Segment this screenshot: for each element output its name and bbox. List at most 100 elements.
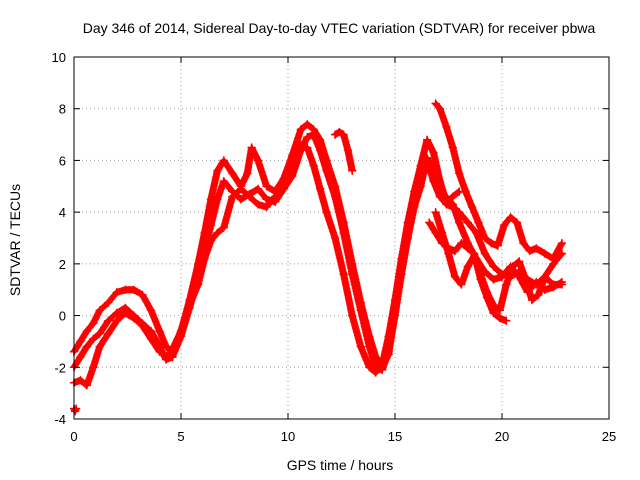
chart-title: Day 346 of 2014, Sidereal Day-to-day VTE… [83, 20, 596, 36]
y-tick-label: 2 [59, 257, 66, 272]
series-markers [431, 99, 566, 263]
plot-frame [73, 56, 610, 420]
y-tick-label: -2 [54, 360, 66, 375]
data-point [270, 192, 280, 201]
data-point [525, 246, 535, 256]
data-point [519, 238, 528, 248]
data-point [121, 285, 130, 294]
data-point [247, 143, 256, 152]
data-point [89, 363, 98, 372]
data-point [347, 311, 357, 320]
data-point [103, 298, 113, 307]
data-point [448, 143, 458, 152]
data-point [262, 202, 271, 212]
data-point [495, 313, 505, 323]
data-point [138, 290, 147, 300]
data-point [531, 244, 541, 253]
data-point [450, 246, 460, 256]
data-point [557, 277, 567, 287]
data-point [228, 169, 237, 178]
data-point [463, 218, 473, 227]
data-point [403, 218, 413, 227]
data-point [499, 220, 509, 230]
data-point [262, 182, 271, 191]
data-point [213, 194, 222, 204]
x-tick-label: 25 [602, 429, 616, 444]
data-point [495, 306, 505, 315]
data-point [228, 192, 237, 201]
y-tick-label: 6 [59, 153, 66, 168]
data-point [296, 140, 306, 150]
data-point [213, 228, 222, 238]
data-point [129, 285, 139, 294]
data-point [155, 326, 164, 336]
axis-ticks: 0 5 10 15 20 25 -4 -2 0 2 4 6 8 10 [52, 50, 617, 444]
data-point [502, 280, 511, 289]
data-point [442, 192, 451, 201]
data-series [69, 99, 567, 416]
data-point [219, 156, 229, 165]
data-point [82, 342, 92, 351]
data-point [416, 171, 425, 181]
data-point [502, 316, 511, 325]
data-point [309, 130, 318, 139]
data-point [262, 194, 271, 204]
data-point [497, 272, 507, 282]
series-track-5 [431, 207, 567, 315]
data-point [487, 238, 496, 248]
data-point [303, 143, 312, 152]
data-point [315, 145, 325, 155]
data-point [463, 262, 473, 271]
data-point [549, 282, 558, 292]
y-axis-label: SDTVAR / TECUs [7, 184, 23, 296]
data-point [112, 288, 122, 297]
data-point [493, 241, 502, 251]
data-point [219, 176, 229, 186]
x-axis-label: GPS time / hours [287, 457, 394, 473]
data-point [506, 213, 515, 222]
data-point [557, 249, 567, 258]
data-point [489, 262, 498, 271]
data-point [309, 161, 318, 170]
data-point [95, 342, 104, 351]
data-point [95, 329, 104, 338]
data-point [76, 352, 85, 362]
data-point [444, 244, 453, 253]
data-point [322, 207, 331, 217]
data-point [472, 228, 481, 238]
data-point [508, 262, 517, 271]
data-point [397, 254, 406, 263]
x-tick-label: 0 [70, 429, 77, 444]
data-point [431, 228, 440, 238]
series-track-7 [330, 127, 357, 176]
data-point [527, 295, 537, 305]
data-point [442, 122, 451, 132]
data-point [103, 316, 113, 325]
series-markers [70, 130, 566, 374]
data-point [339, 228, 348, 238]
data-point [424, 218, 434, 227]
y-tick-label: 4 [59, 205, 66, 220]
data-point [339, 269, 348, 279]
data-point [474, 218, 483, 227]
data-point [521, 275, 530, 284]
data-point [303, 119, 312, 129]
data-point [253, 156, 263, 165]
data-point [288, 161, 297, 170]
data-point [193, 280, 203, 289]
data-point [103, 329, 113, 338]
data-point [469, 249, 479, 258]
data-point [236, 184, 246, 194]
data-point [489, 308, 498, 318]
data-point [185, 300, 194, 310]
data-point [176, 326, 186, 336]
data-point [422, 135, 432, 144]
y-tick-label: -4 [54, 412, 66, 427]
data-point [206, 236, 216, 245]
data-point [549, 259, 558, 269]
data-point [454, 169, 464, 178]
data-point [461, 187, 470, 196]
data-point [138, 321, 147, 331]
data-point [514, 257, 524, 266]
